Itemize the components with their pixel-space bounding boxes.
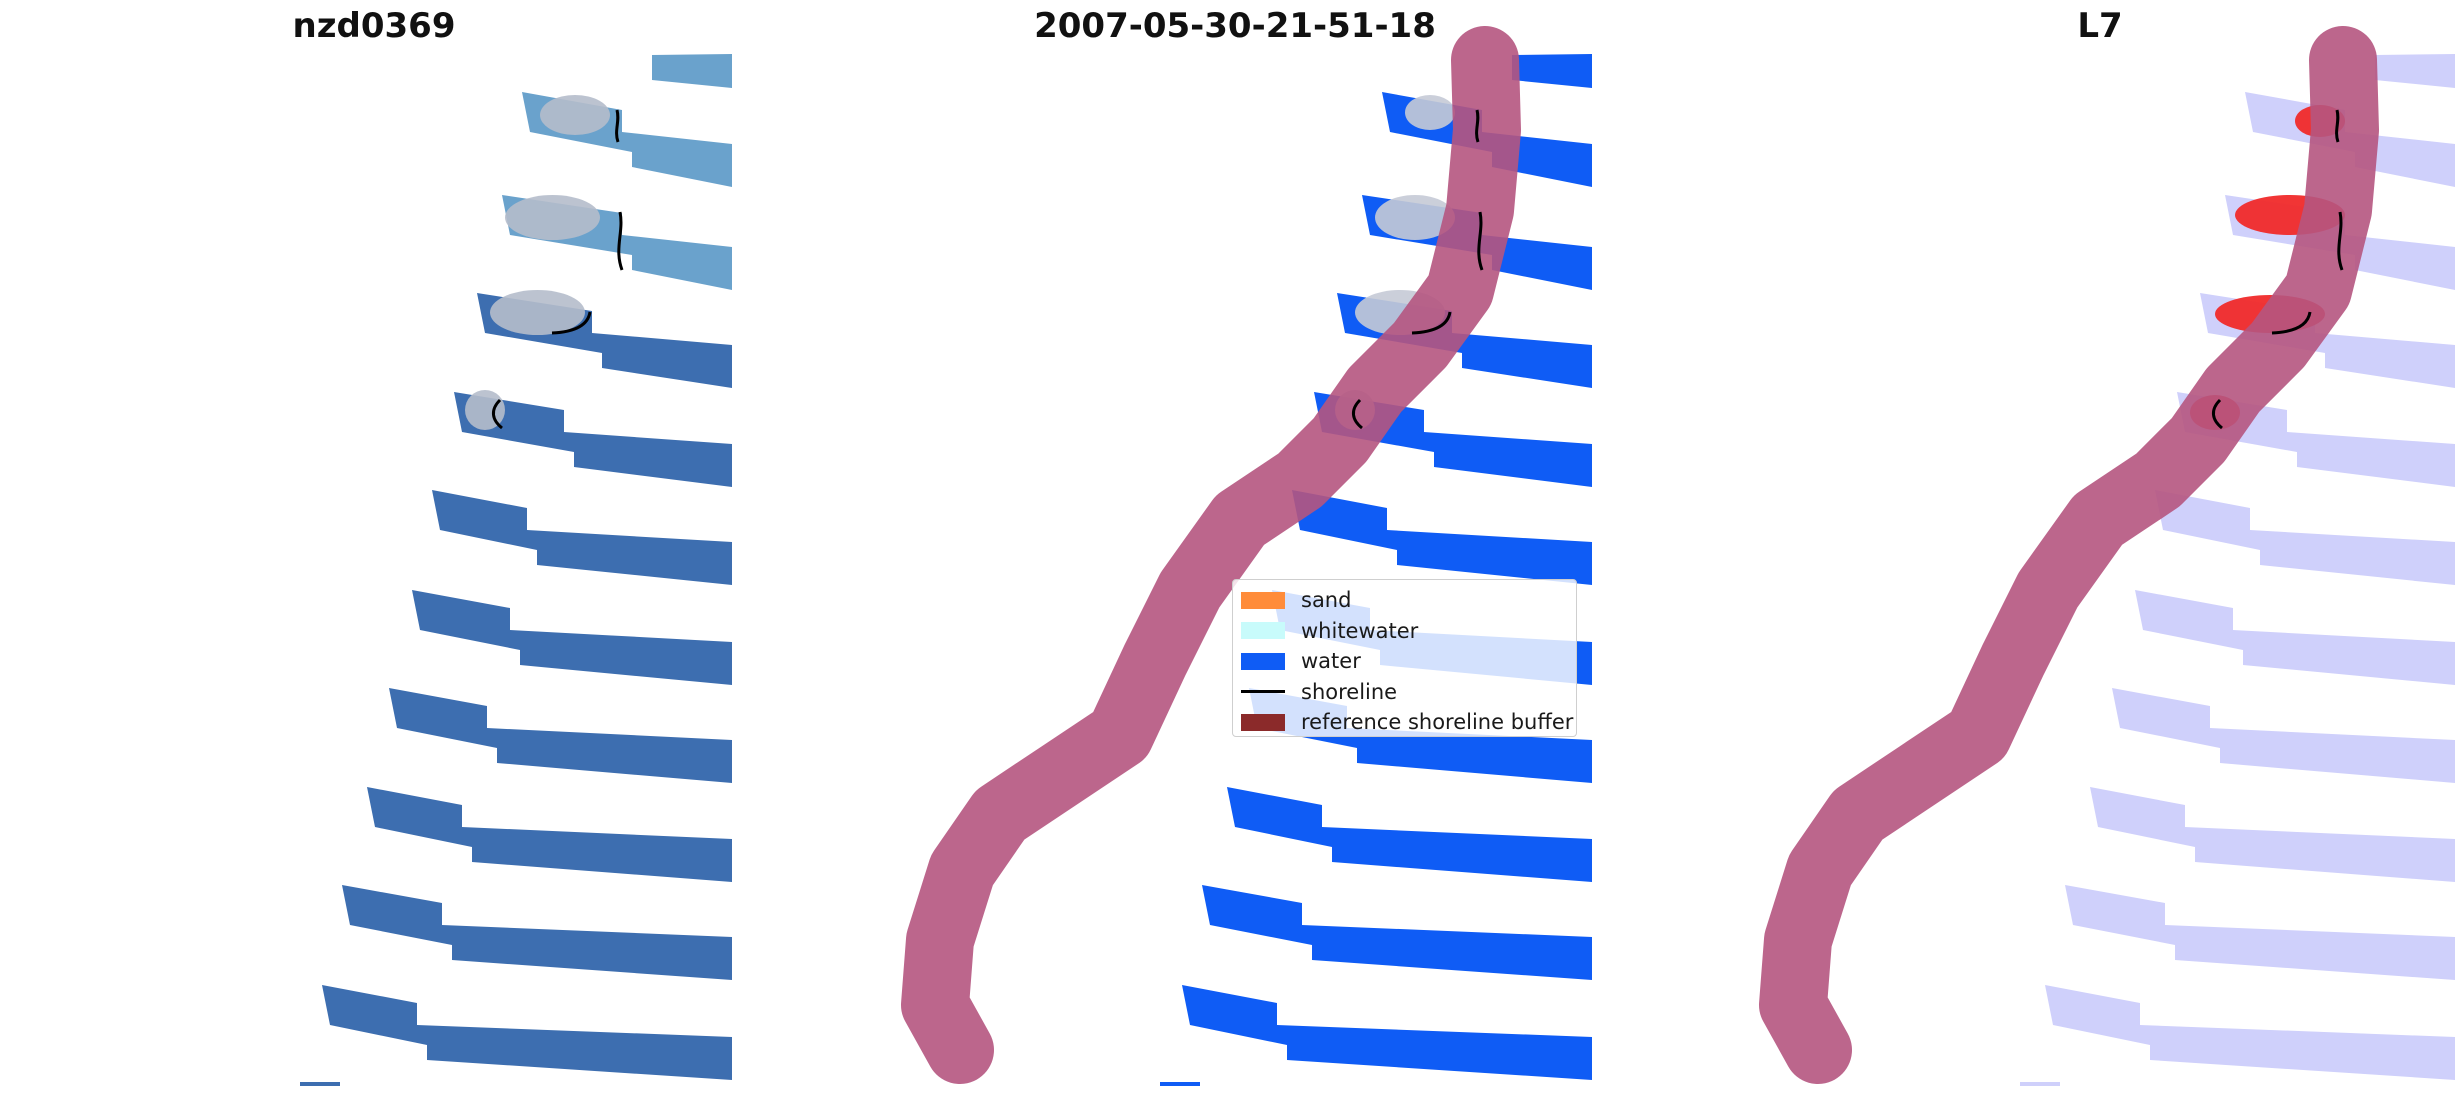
water-strip xyxy=(1292,490,1592,585)
legend-label-water: water xyxy=(1301,649,1361,674)
shoreline-group xyxy=(2335,109,2340,143)
image-strip xyxy=(454,392,732,487)
index-strip xyxy=(2090,787,2455,882)
class-sand-patch xyxy=(1375,195,1455,240)
shoreline xyxy=(617,211,624,271)
shoreline-group xyxy=(1411,311,1452,335)
water-strip xyxy=(1227,787,1592,882)
legend: sand whitewater water shoreline referenc… xyxy=(1232,579,1577,737)
image-strip xyxy=(432,490,732,585)
shoreline xyxy=(551,311,592,335)
shoreline xyxy=(2337,211,2344,271)
index-strip xyxy=(2112,688,2455,783)
legend-label-whitewater: whitewater xyxy=(1301,618,1419,643)
index-strip xyxy=(2135,590,2455,685)
shoreline xyxy=(1411,311,1452,335)
image-fragment xyxy=(300,1082,340,1086)
shoreline-group xyxy=(2271,311,2312,335)
image-strip xyxy=(412,590,732,685)
legend-item-water: water xyxy=(1241,646,1568,677)
class-sand-patch xyxy=(1405,95,1455,130)
shoreline xyxy=(1352,398,1363,430)
image-sand-patch xyxy=(540,95,610,135)
water-strip xyxy=(1182,985,1592,1080)
water-strip xyxy=(1202,885,1592,980)
index-fragment xyxy=(2020,1082,2060,1086)
shoreline xyxy=(1475,109,1480,143)
legend-swatch-sand xyxy=(1241,591,1285,609)
legend-label-shoreline: shoreline xyxy=(1301,679,1398,704)
reference-buffer xyxy=(1759,26,2379,1084)
image-sand-patch xyxy=(490,290,585,335)
panel-title-index: L7 xyxy=(2077,6,2123,46)
shoreline-group xyxy=(1477,211,1484,271)
image-sand-patch xyxy=(505,195,600,240)
legend-label-buffer: reference shoreline buffer xyxy=(1301,710,1574,735)
panel-title-classification: 2007-05-30-21-51-18 xyxy=(1034,6,1436,46)
shoreline-group xyxy=(2212,398,2223,430)
image-strip xyxy=(342,885,732,980)
water-strip xyxy=(1512,54,1592,88)
legend-line-shoreline xyxy=(1241,690,1285,694)
shoreline xyxy=(2335,109,2340,143)
shoreline-group xyxy=(1475,109,1480,143)
index-strip xyxy=(2065,885,2455,980)
index-strip xyxy=(2375,54,2455,88)
image-strip xyxy=(322,985,732,1080)
shoreline xyxy=(492,398,503,430)
image-strip xyxy=(389,688,732,783)
shoreline xyxy=(2212,398,2223,430)
panel-classification-area xyxy=(901,26,1592,1086)
shoreline-group xyxy=(1352,398,1363,430)
water-fragment xyxy=(1160,1082,1200,1086)
shoreline xyxy=(1477,211,1484,271)
image-strip xyxy=(367,787,732,882)
legend-label-sand: sand xyxy=(1301,588,1352,613)
reference-buffer xyxy=(901,26,1521,1084)
legend-item-shoreline: shoreline xyxy=(1241,677,1568,708)
shoreline xyxy=(2271,311,2312,335)
panel-index-area xyxy=(1759,26,2455,1086)
legend-swatch-water xyxy=(1241,652,1285,670)
index-strip xyxy=(2045,985,2455,1080)
panel-image-area xyxy=(300,54,732,1086)
legend-item-whitewater: whitewater xyxy=(1241,616,1568,647)
shoreline-group xyxy=(2337,211,2344,271)
panel-title-image: nzd0369 xyxy=(292,6,456,46)
image-strip xyxy=(652,54,732,88)
legend-item-buffer: reference shoreline buffer xyxy=(1241,707,1573,738)
shoreline xyxy=(615,109,620,143)
index-strip xyxy=(2155,490,2455,585)
legend-item-sand: sand xyxy=(1241,585,1568,616)
legend-swatch-buffer xyxy=(1241,713,1285,731)
legend-swatch-whitewater xyxy=(1241,622,1285,640)
